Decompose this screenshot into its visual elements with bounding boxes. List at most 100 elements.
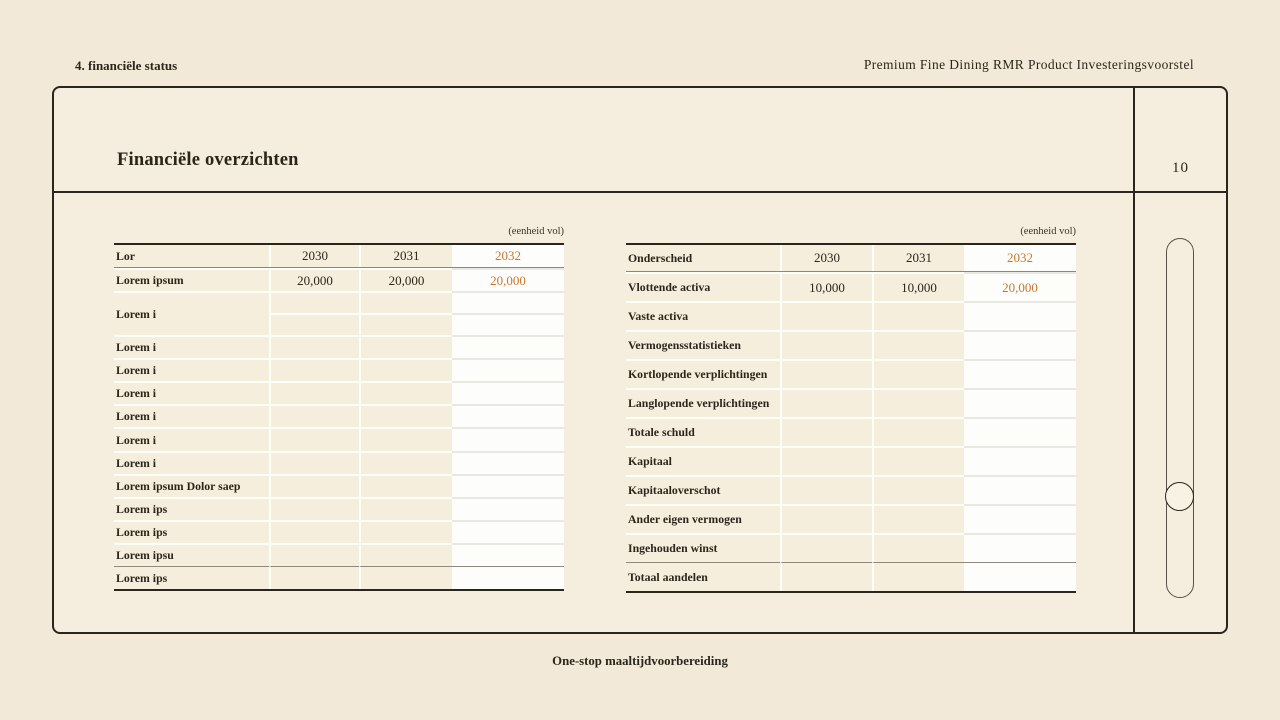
cell-value <box>964 562 1076 591</box>
cell-value <box>269 358 359 382</box>
cell-value <box>452 519 564 543</box>
cell-value <box>780 533 872 562</box>
cell-value <box>872 446 964 475</box>
slide-content-area: Financiële overzichten (eenheid vol) Lor 2… <box>54 88 1133 632</box>
row-label: Kortlopende verplichtingen <box>626 359 780 388</box>
row-label: Lorem ipsum <box>114 268 269 292</box>
table-row: Lorem i <box>114 335 564 359</box>
table-row: Lorem ips <box>114 496 564 520</box>
year-column-header: 2030 <box>269 245 359 267</box>
cell-value <box>359 473 452 497</box>
cell-value <box>964 504 1076 533</box>
cell-value <box>269 519 359 543</box>
cell-value <box>452 566 564 590</box>
cell-value <box>452 427 564 451</box>
cell-value <box>872 359 964 388</box>
page-number: 10 <box>1172 160 1189 176</box>
cell-value <box>269 542 359 567</box>
table-row: Kortlopende verplichtingen <box>626 359 1076 388</box>
table: Lor 2030 2031 2032 Lorem ipsum 20,000 20,000 20… <box>114 243 564 592</box>
table-row: Lorem ipsum 20,000 20,000 20,000 <box>114 268 564 292</box>
cell-value <box>269 291 359 336</box>
cell-value <box>872 417 964 446</box>
scrollbar-thumb[interactable] <box>1165 482 1194 511</box>
cell-value <box>872 533 964 562</box>
row-label: Lorem ips <box>114 566 269 590</box>
cell-value <box>872 504 964 533</box>
cell-value <box>359 496 452 520</box>
table-row: Vlottende activa 10,000 10,000 20,000 <box>626 272 1076 301</box>
cell-value <box>452 404 564 428</box>
cell-value <box>269 450 359 474</box>
table-row: Lorem i <box>114 381 564 405</box>
row-label: Kapitaaloverschot <box>626 475 780 504</box>
row-label: Lorem i <box>114 291 269 336</box>
row-subdivider <box>361 313 452 316</box>
row-label: Kapitaal <box>626 446 780 475</box>
cell-value <box>359 566 452 590</box>
top-bar: 4. financiële status Premium Fine Dining… <box>0 0 1280 86</box>
cell-value <box>780 504 872 533</box>
cell-value <box>780 330 872 359</box>
row-label: Totale schuld <box>626 417 780 446</box>
row-label: Lorem ips <box>114 519 269 543</box>
side-rail: 10 <box>1133 88 1226 632</box>
table-row: Lorem i <box>114 358 564 382</box>
cell-value <box>780 475 872 504</box>
row-label: Lorem i <box>114 335 269 359</box>
cell-value <box>359 291 452 336</box>
cell-value <box>269 335 359 359</box>
table-row: Totale schuld <box>626 417 1076 446</box>
row-label: Vaste activa <box>626 301 780 330</box>
cell-value <box>964 475 1076 504</box>
cell-value <box>359 335 452 359</box>
row-label: Lorem ips <box>114 496 269 520</box>
slide-header: Financiële overzichten <box>54 88 1133 193</box>
table: Onderscheid 2030 2031 2032 Vlottende activa 1… <box>626 243 1076 593</box>
cell-value <box>452 450 564 474</box>
row-label: Totaal aandelen <box>626 562 780 591</box>
table-header-row: Onderscheid 2030 2031 2032 <box>626 245 1076 272</box>
row-label: Lorem i <box>114 450 269 474</box>
cell-value <box>964 417 1076 446</box>
cell-value <box>359 542 452 567</box>
footer-tagline: One-stop maaltijdvoorbereiding <box>552 654 728 668</box>
row-label: Ander eigen vermogen <box>626 504 780 533</box>
cell-value <box>452 335 564 359</box>
cell-value: 20,000 <box>359 268 452 292</box>
cell-value <box>964 330 1076 359</box>
table-row: Langlopende verplichtingen <box>626 388 1076 417</box>
cell-value <box>269 566 359 590</box>
cell-value: 20,000 <box>452 268 564 292</box>
cell-value <box>964 388 1076 417</box>
table-header-row: Lor 2030 2031 2032 <box>114 245 564 268</box>
cell-value <box>452 542 564 567</box>
cell-value <box>452 473 564 497</box>
cell-value <box>964 533 1076 562</box>
row-subdivider <box>452 313 564 316</box>
scrollbar-track[interactable] <box>1165 238 1194 598</box>
financial-table-right: (eenheid vol) Onderscheid 2030 2031 2032 Vlot… <box>626 226 1076 593</box>
document-title: Premium Fine Dining RMR Product Invester… <box>863 57 1194 72</box>
cell-value: 20,000 <box>269 268 359 292</box>
cell-value <box>780 562 872 591</box>
cell-value: 10,000 <box>872 272 964 301</box>
cell-value <box>359 519 452 543</box>
year-column-header: 2032 <box>964 245 1076 271</box>
financial-table-left: (eenheid vol) Lor 2030 2031 2032 Lorem ipsum 2… <box>114 226 564 592</box>
table-row: Lorem ips <box>114 566 564 590</box>
cell-value <box>964 359 1076 388</box>
cell-value <box>780 359 872 388</box>
cell-value <box>269 404 359 428</box>
cell-value <box>269 496 359 520</box>
cell-value <box>872 330 964 359</box>
row-label: Lorem i <box>114 358 269 382</box>
table-row: Lorem ips <box>114 519 564 543</box>
section-label: 4. financiële status <box>75 58 178 73</box>
row-label: Lorem i <box>114 381 269 405</box>
row-label: Vlottende activa <box>626 272 780 301</box>
slide-title: Financiële overzichten <box>117 150 299 170</box>
corner-header: Onderscheid <box>626 245 780 271</box>
row-label: Lorem ipsu <box>114 542 269 567</box>
cell-value <box>359 358 452 382</box>
